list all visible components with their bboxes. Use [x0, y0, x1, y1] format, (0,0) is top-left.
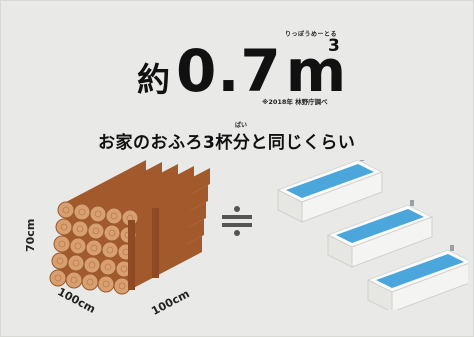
- log-ring: [92, 227, 100, 235]
- height-label: 70cm: [24, 218, 37, 252]
- log-end: [71, 220, 89, 238]
- log-end: [101, 241, 119, 259]
- log-ring: [108, 229, 116, 237]
- headline: 約 0.7 m: [137, 40, 346, 100]
- log-rows: [49, 160, 210, 295]
- log-body: [128, 185, 208, 243]
- unit-reading: りっぽうめーとる: [285, 31, 338, 38]
- log-end: [57, 201, 75, 219]
- log-body: [122, 236, 202, 294]
- log-ring: [72, 259, 80, 267]
- log-end: [51, 252, 69, 270]
- log-end: [81, 273, 99, 291]
- log-ring: [54, 274, 62, 282]
- bathtub-icon: [326, 200, 434, 268]
- log-end: [103, 224, 121, 242]
- log-end: [113, 277, 131, 295]
- source-note: ※2018年 林野庁調べ: [262, 98, 328, 106]
- bathtub-group: [276, 160, 468, 310]
- headline-value: 0.7: [176, 37, 282, 105]
- log-ring: [106, 246, 114, 254]
- log-end: [83, 256, 101, 274]
- hai-reading: ばい: [235, 122, 248, 129]
- log-stack-icon: [49, 160, 210, 295]
- log-ring: [74, 242, 82, 250]
- log-ring: [86, 278, 94, 286]
- log-strap: [152, 208, 159, 278]
- log-ring: [58, 240, 66, 248]
- log-end: [55, 218, 73, 236]
- log-end: [65, 271, 83, 289]
- log-end: [67, 254, 85, 272]
- headline-unit: m: [285, 37, 347, 105]
- log-end: [49, 269, 67, 287]
- log-ring: [62, 206, 70, 214]
- log-end: [85, 239, 103, 257]
- log-end: [99, 258, 117, 276]
- log-ring: [110, 212, 118, 220]
- log-end: [53, 235, 71, 253]
- log-ring: [102, 280, 110, 288]
- log-end: [89, 205, 107, 223]
- headline-prefix: 約: [137, 60, 170, 99]
- headline-superscript: 3: [328, 36, 340, 56]
- log-end: [97, 275, 115, 293]
- log-body: [130, 168, 210, 226]
- log-ring: [118, 282, 126, 290]
- log-end: [73, 203, 91, 221]
- bathtub-icon: [366, 245, 468, 310]
- log-body: [124, 219, 204, 277]
- log-strap: [128, 220, 135, 290]
- log-ring: [120, 265, 128, 273]
- log-ring: [94, 210, 102, 218]
- log-ring: [56, 257, 64, 265]
- log-ring: [78, 208, 86, 216]
- log-end: [105, 207, 123, 225]
- log-ring: [90, 244, 98, 252]
- bathtub-icon: [276, 160, 384, 223]
- approximately-equal-icon: [222, 206, 252, 236]
- log-end: [87, 222, 105, 240]
- log-end: [69, 237, 87, 255]
- log-ring: [70, 276, 78, 284]
- subtitle: お家のおふろ3杯分と同じくらい: [98, 133, 356, 153]
- log-ring: [104, 263, 112, 271]
- log-ring: [88, 261, 96, 269]
- log-ring: [60, 223, 68, 231]
- log-ring: [76, 225, 84, 233]
- log-body: [126, 202, 206, 260]
